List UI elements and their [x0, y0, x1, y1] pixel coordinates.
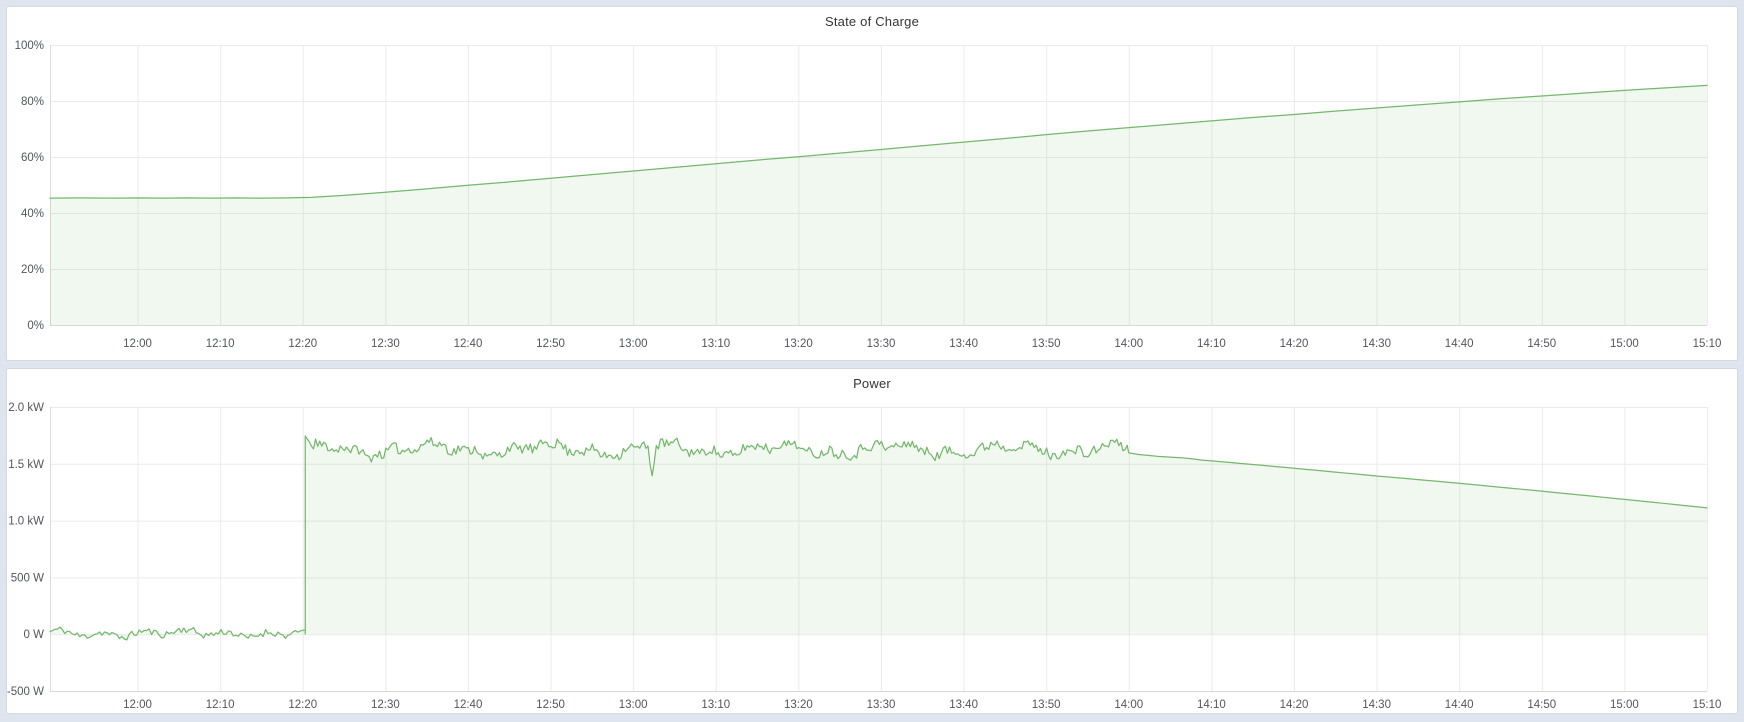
svg-text:13:00: 13:00	[619, 699, 648, 711]
svg-text:12:30: 12:30	[371, 699, 400, 711]
svg-text:12:10: 12:10	[206, 699, 235, 711]
svg-text:20%: 20%	[21, 264, 44, 276]
svg-text:0%: 0%	[27, 320, 44, 332]
svg-text:0 W: 0 W	[24, 629, 45, 641]
svg-text:12:50: 12:50	[536, 338, 565, 350]
series-chart-soc	[49, 84, 1708, 325]
svg-text:15:00: 15:00	[1610, 699, 1639, 711]
panel-header-power: Power	[7, 369, 1737, 397]
svg-text:12:00: 12:00	[123, 699, 152, 711]
panel-power: Power -500 W 0 W 500 W 1.0 kW 1.5 kW 2.0 kW 12…	[6, 368, 1738, 714]
axis-labels: -500 W 0 W 500 W 1.0 kW 1.5 kW 2.0 kW 12:00 12:…	[7, 402, 1721, 711]
svg-text:1.0 kW: 1.0 kW	[8, 516, 44, 528]
svg-text:-500 W: -500 W	[7, 686, 44, 698]
svg-text:100%: 100%	[15, 40, 44, 52]
series-chart-power	[49, 435, 1708, 641]
svg-text:13:10: 13:10	[701, 338, 730, 350]
svg-text:500 W: 500 W	[11, 572, 44, 584]
panel-header-soc: State of Charge	[7, 7, 1737, 35]
svg-text:14:00: 14:00	[1114, 699, 1143, 711]
svg-text:14:30: 14:30	[1362, 699, 1391, 711]
svg-text:13:00: 13:00	[619, 338, 648, 350]
svg-text:12:10: 12:10	[206, 338, 235, 350]
svg-text:14:20: 14:20	[1280, 338, 1309, 350]
panel-title-soc[interactable]: State of Charge	[824, 13, 920, 29]
svg-text:14:10: 14:10	[1197, 699, 1226, 711]
svg-text:15:10: 15:10	[1693, 338, 1722, 350]
svg-text:14:40: 14:40	[1445, 338, 1474, 350]
svg-text:14:50: 14:50	[1527, 699, 1556, 711]
svg-text:14:20: 14:20	[1280, 699, 1309, 711]
svg-text:12:00: 12:00	[123, 338, 152, 350]
svg-text:40%: 40%	[21, 208, 44, 220]
svg-text:14:00: 14:00	[1114, 338, 1143, 350]
svg-text:80%: 80%	[21, 96, 44, 108]
svg-text:13:40: 13:40	[949, 338, 978, 350]
svg-text:12:40: 12:40	[454, 699, 483, 711]
svg-text:13:20: 13:20	[784, 699, 813, 711]
svg-text:13:30: 13:30	[867, 338, 896, 350]
gridlines	[50, 45, 1708, 326]
panel-state-of-charge: State of Charge 0% 20% 40% 60% 80% 100% 12:00 1…	[6, 6, 1738, 361]
svg-text:12:20: 12:20	[288, 338, 317, 350]
svg-text:14:50: 14:50	[1527, 338, 1556, 350]
svg-text:15:10: 15:10	[1693, 699, 1722, 711]
svg-text:12:30: 12:30	[371, 338, 400, 350]
svg-text:12:20: 12:20	[288, 699, 317, 711]
svg-text:14:30: 14:30	[1362, 338, 1391, 350]
svg-text:12:40: 12:40	[454, 338, 483, 350]
svg-text:12:50: 12:50	[536, 699, 565, 711]
svg-text:13:30: 13:30	[867, 699, 896, 711]
axis-labels: 0% 20% 40% 60% 80% 100% 12:00 12:10 12:20 12:30 12…	[15, 40, 1722, 350]
svg-text:13:50: 13:50	[1032, 338, 1061, 350]
svg-text:2.0 kW: 2.0 kW	[8, 402, 44, 414]
svg-text:1.5 kW: 1.5 kW	[8, 459, 44, 471]
panel-title-power[interactable]: Power	[853, 375, 891, 391]
svg-text:13:10: 13:10	[701, 699, 730, 711]
svg-text:15:00: 15:00	[1610, 338, 1639, 350]
svg-text:13:20: 13:20	[784, 338, 813, 350]
svg-text:14:40: 14:40	[1445, 699, 1474, 711]
power-chart-canvas[interactable]: -500 W 0 W 500 W 1.0 kW 1.5 kW 2.0 kW 12:00 12:…	[7, 397, 1737, 711]
svg-text:13:40: 13:40	[949, 699, 978, 711]
soc-chart-canvas[interactable]: 0% 20% 40% 60% 80% 100% 12:00 12:10 12:20 12:30 12…	[7, 35, 1737, 357]
svg-text:14:10: 14:10	[1197, 338, 1226, 350]
svg-text:13:50: 13:50	[1032, 699, 1061, 711]
svg-text:60%: 60%	[21, 152, 44, 164]
